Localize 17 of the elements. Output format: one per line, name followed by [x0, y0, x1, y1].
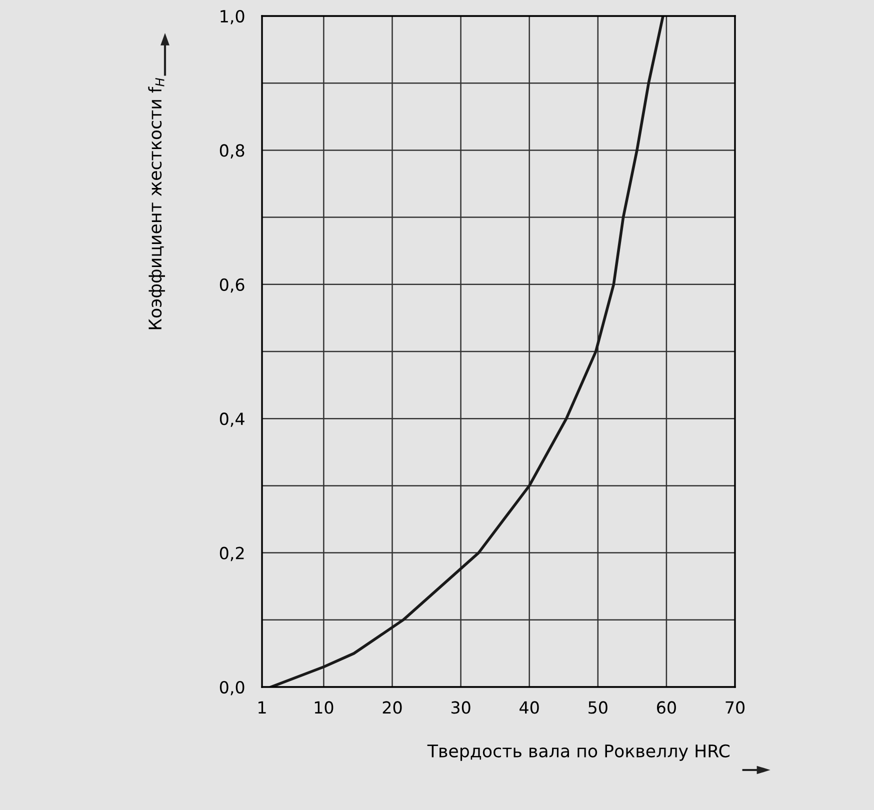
x-tick-label: 20: [382, 701, 402, 714]
x-tick-label: 40: [520, 701, 539, 714]
x-axis-title: Твердость вала по Роквеллу HRC: [427, 744, 730, 761]
x-tick-label: 30: [451, 701, 470, 714]
y-tick-label: 0,8: [220, 144, 244, 158]
x-tick-label: 1: [258, 701, 266, 714]
y-tick-label: 0,0: [220, 680, 244, 696]
y-tick-label: 1,0: [220, 10, 244, 24]
x-tick-label: 70: [726, 701, 744, 714]
y-tick-label: 0,6: [220, 278, 244, 293]
y-axis-title: Коэффициент жесткости f$_{H}$: [148, 78, 165, 330]
y-tick-label: 0,2: [220, 546, 244, 562]
line-series: [270, 16, 664, 687]
x-tick-label: 60: [657, 701, 676, 714]
x-tick-label: 10: [314, 701, 334, 714]
x-tick-label: 50: [588, 701, 608, 714]
y-tick-label: 0,4: [220, 412, 244, 427]
